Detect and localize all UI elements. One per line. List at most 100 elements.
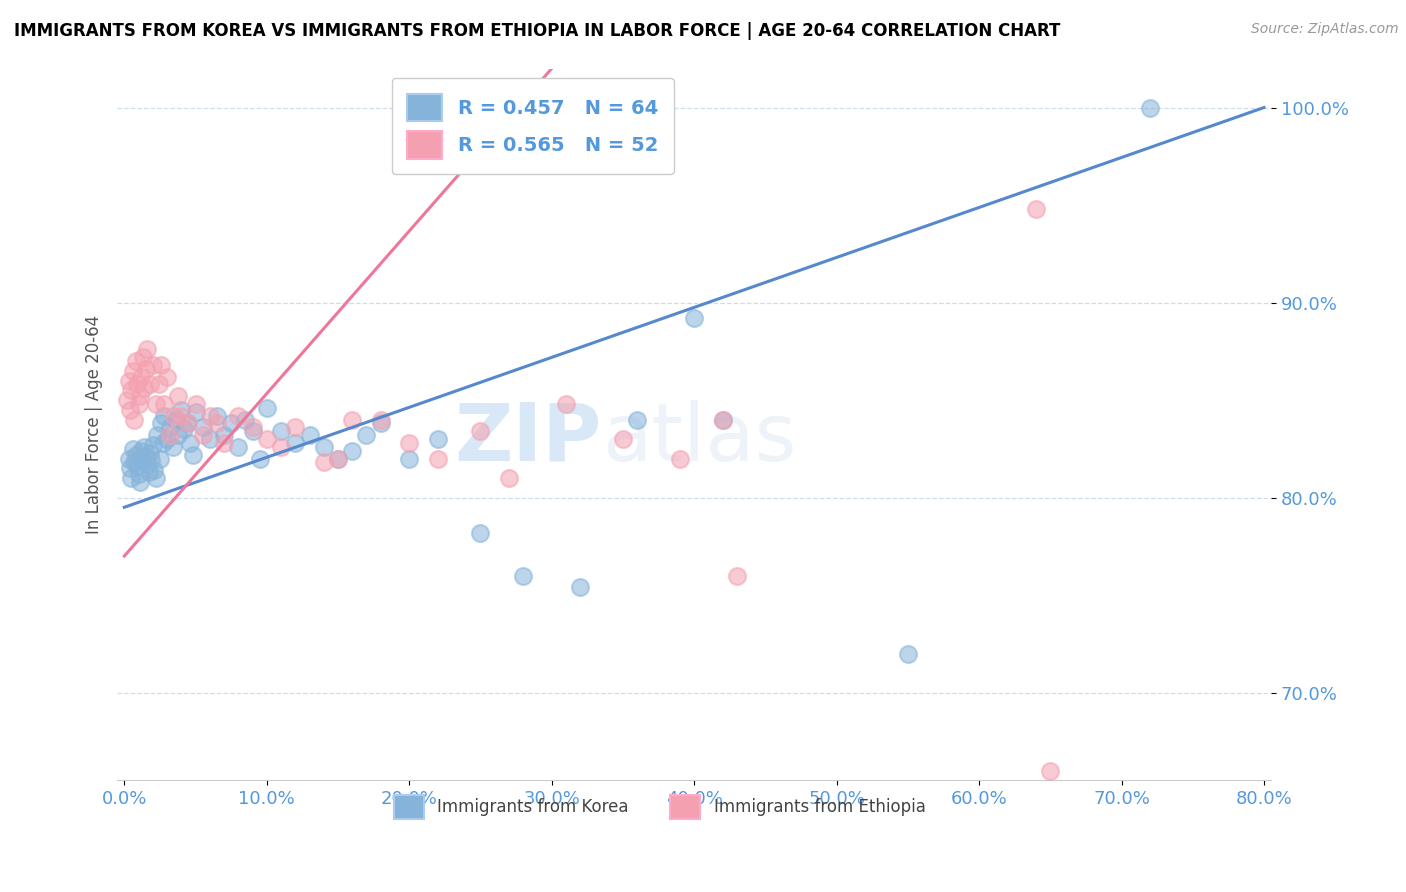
Point	[152, 436, 174, 450]
Point	[131, 443, 153, 458]
Point	[512, 568, 534, 582]
Point	[117, 451, 139, 466]
Point	[312, 440, 335, 454]
Point	[176, 417, 198, 431]
Point	[131, 369, 153, 384]
Text: IMMIGRANTS FROM KOREA VS IMMIGRANTS FROM ETHIOPIA IN LABOR FORCE | AGE 20-64 COR: IMMIGRANTS FROM KOREA VS IMMIGRANTS FROM…	[14, 22, 1060, 40]
Point	[163, 409, 186, 423]
Point	[205, 409, 228, 423]
Text: Source: ZipAtlas.com: Source: ZipAtlas.com	[1251, 22, 1399, 37]
Point	[128, 397, 150, 411]
Point	[170, 409, 193, 423]
Point	[226, 409, 249, 423]
Point	[1025, 202, 1047, 216]
Point	[270, 440, 292, 454]
Point	[226, 440, 249, 454]
Point	[145, 471, 167, 485]
Point	[129, 475, 152, 489]
Point	[191, 428, 214, 442]
Point	[145, 397, 167, 411]
Point	[159, 428, 181, 442]
Point	[143, 463, 166, 477]
Point	[165, 412, 187, 426]
Point	[398, 451, 420, 466]
Point	[118, 461, 141, 475]
Point	[128, 467, 150, 482]
Point	[205, 417, 228, 431]
Point	[398, 436, 420, 450]
Point	[184, 397, 207, 411]
Point	[312, 455, 335, 469]
Point	[141, 453, 163, 467]
Point	[132, 453, 155, 467]
Point	[138, 465, 160, 479]
Point	[569, 580, 592, 594]
Point	[139, 377, 162, 392]
Point	[342, 412, 364, 426]
Point	[159, 420, 181, 434]
Point	[1139, 101, 1161, 115]
Point	[127, 377, 149, 392]
Point	[120, 384, 142, 398]
Point	[115, 392, 138, 407]
Point	[284, 436, 307, 450]
Point	[326, 451, 349, 466]
Point	[326, 451, 349, 466]
Point	[150, 417, 173, 431]
Point	[191, 420, 214, 434]
Point	[219, 417, 242, 431]
Point	[135, 361, 157, 376]
Point	[242, 420, 264, 434]
Point	[146, 428, 169, 442]
Point	[162, 440, 184, 454]
Point	[127, 459, 149, 474]
Point	[1039, 764, 1062, 778]
Point	[134, 381, 156, 395]
Point	[249, 451, 271, 466]
Point	[235, 412, 257, 426]
Point	[124, 412, 146, 426]
Point	[711, 412, 734, 426]
Point	[177, 417, 200, 431]
Point	[470, 525, 492, 540]
Point	[139, 445, 162, 459]
Point	[184, 405, 207, 419]
Point	[426, 451, 449, 466]
Point	[725, 568, 748, 582]
Legend: Immigrants from Korea, Immigrants from Ethiopia: Immigrants from Korea, Immigrants from E…	[387, 789, 932, 825]
Point	[242, 424, 264, 438]
Point	[129, 389, 152, 403]
Point	[149, 451, 172, 466]
Point	[256, 432, 278, 446]
Point	[170, 402, 193, 417]
Point	[669, 451, 692, 466]
Point	[136, 343, 159, 357]
Point	[612, 432, 634, 446]
Point	[132, 350, 155, 364]
Point	[284, 420, 307, 434]
Point	[167, 428, 190, 442]
Point	[153, 397, 176, 411]
Point	[626, 412, 648, 426]
Point	[897, 647, 920, 661]
Point	[256, 401, 278, 415]
Point	[121, 442, 143, 456]
Point	[173, 422, 195, 436]
Y-axis label: In Labor Force | Age 20-64: In Labor Force | Age 20-64	[86, 315, 103, 534]
Point	[498, 471, 520, 485]
Point	[156, 369, 179, 384]
Point	[121, 364, 143, 378]
Point	[120, 471, 142, 485]
Point	[356, 428, 378, 442]
Text: atlas: atlas	[602, 400, 796, 477]
Point	[134, 440, 156, 454]
Point	[198, 432, 221, 446]
Point	[212, 428, 235, 442]
Point	[711, 412, 734, 426]
Point	[124, 455, 146, 469]
Point	[370, 412, 392, 426]
Point	[117, 374, 139, 388]
Point	[181, 448, 204, 462]
Point	[179, 436, 201, 450]
Point	[167, 389, 190, 403]
